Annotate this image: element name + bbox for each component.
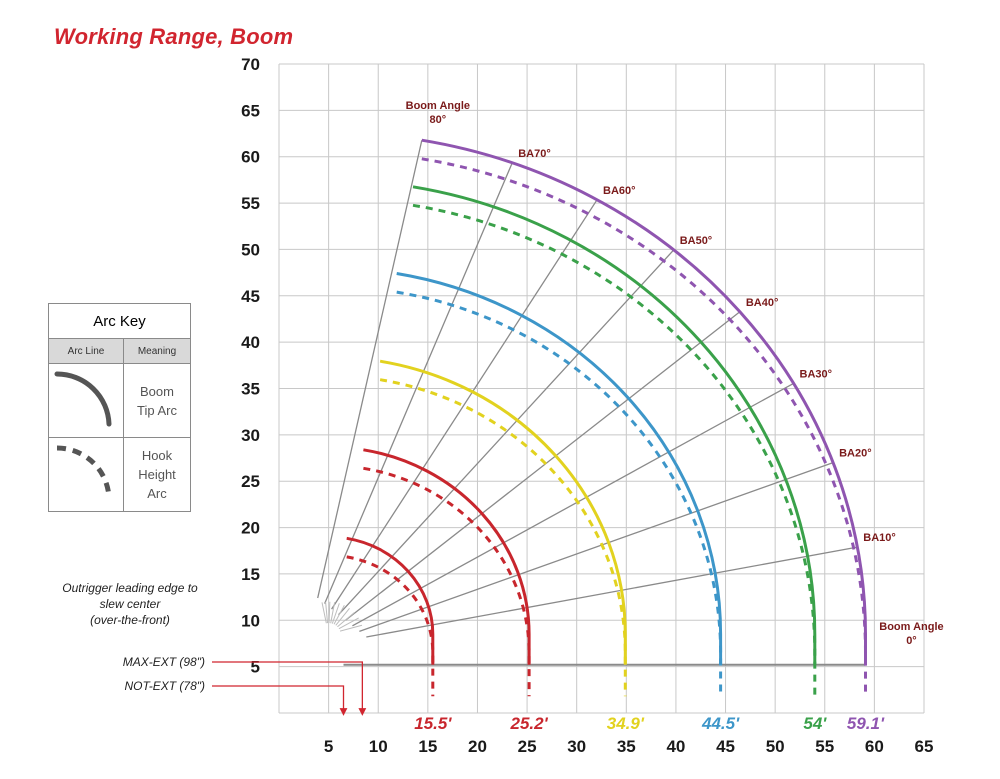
y-tick-label: 60 xyxy=(241,148,260,167)
boom-line-50 xyxy=(338,249,675,616)
reach-label-6: 59.1' xyxy=(847,714,885,733)
boom-angle-80-value: 80° xyxy=(430,114,447,126)
chart-title: Working Range, Boom xyxy=(54,24,294,49)
hook-height-arc-5 xyxy=(412,203,817,697)
x-tick-label: 25 xyxy=(518,737,537,756)
pivot-fan-line xyxy=(339,624,363,632)
pivot-fan-line xyxy=(335,607,350,626)
boom-line-10 xyxy=(366,546,858,638)
max-ext-label: MAX-EXT (98") xyxy=(123,655,205,669)
boom-angle-labels: Boom Angle 80° BA70° BA60° BA50° BA40° BA30° BA… xyxy=(406,100,944,647)
y-tick-label: 45 xyxy=(241,287,260,306)
boom-angle-80-label: Boom Angle xyxy=(406,100,470,112)
x-tick-label: 55 xyxy=(815,737,834,756)
boom-angle-0-value: 0° xyxy=(906,635,917,647)
hook-height-arc-3 xyxy=(379,378,627,697)
boom-tip-arc-3 xyxy=(379,359,627,665)
x-tick-label: 20 xyxy=(468,737,487,756)
boom-tip-arc-5 xyxy=(412,185,817,665)
grid xyxy=(278,63,925,714)
hook-height-arc-2 xyxy=(363,466,531,697)
outrigger-note-line: slew center xyxy=(100,597,162,611)
solid-arc-icon xyxy=(54,371,112,427)
boom-angle-label-10: BA10° xyxy=(863,532,896,544)
pivot-fan-line xyxy=(338,617,359,630)
y-tick-label: 20 xyxy=(241,519,260,538)
boom-tip-arc-6 xyxy=(421,138,867,665)
outrigger-note-line: (over-the-front) xyxy=(90,613,170,627)
hook-height-arc-swatch xyxy=(48,437,124,512)
pivot-fan-line xyxy=(330,602,336,624)
boom-angle-label-30: BA30° xyxy=(800,368,833,380)
y-tick-label: 70 xyxy=(241,55,260,74)
pivot-fan-line xyxy=(331,603,340,624)
reach-label-1: 15.5' xyxy=(414,714,452,733)
x-tick-label: 45 xyxy=(716,737,735,756)
x-tick-label: 15 xyxy=(418,737,437,756)
boom-angle-0-label: Boom Angle xyxy=(879,621,943,633)
arc-key: Arc Key Arc Line Meaning Boom Tip Arc Ho… xyxy=(48,303,191,512)
y-tick-label: 25 xyxy=(241,472,260,491)
arc-key-title: Arc Key xyxy=(48,303,191,339)
reach-label-4: 44.5' xyxy=(701,714,740,733)
pivot-fan-line xyxy=(325,601,329,624)
boom-line-20 xyxy=(359,462,834,633)
boom-angle-label-70: BA70° xyxy=(518,148,551,160)
x-tick-label: 10 xyxy=(369,737,388,756)
x-tick-label: 30 xyxy=(567,737,586,756)
pivot-fan-line xyxy=(328,601,331,624)
not-ext-arrow xyxy=(212,685,348,716)
reach-label-3: 34.9' xyxy=(607,714,645,733)
hook-height-arc-6 xyxy=(421,157,867,697)
y-tick-label: 55 xyxy=(241,194,260,213)
y-tick-label: 30 xyxy=(241,426,260,445)
y-tick-label: 65 xyxy=(241,101,260,120)
boom-angle-label-60: BA60° xyxy=(603,185,636,197)
boom-line-40 xyxy=(345,311,741,621)
arc-key-col-arc-line: Arc Line xyxy=(48,338,124,364)
boom-line-70 xyxy=(324,162,513,604)
boom-tip-arc-1 xyxy=(346,536,435,665)
boom-tip-arc-swatch xyxy=(48,363,124,438)
x-tick-label: 50 xyxy=(766,737,785,756)
boom-tip-arc-2 xyxy=(363,448,531,665)
max-ext-arrow xyxy=(212,661,367,716)
hook-height-arc-4 xyxy=(396,290,723,697)
x-tick-label: 5 xyxy=(324,737,333,756)
range-arcs xyxy=(346,138,867,697)
dashed-arc-icon xyxy=(56,445,112,499)
y-tick-label: 10 xyxy=(241,611,260,630)
hook-height-arc-label: Hook Height Arc xyxy=(123,437,191,512)
not-ext-label: NOT-EXT (78") xyxy=(125,679,206,693)
axis-ticks: 5 10 15 20 25 30 35 40 45 50 55 60 65 5 10 15 20 25 30 35 40… xyxy=(241,55,933,756)
boom-tip-arc-label: Boom Tip Arc xyxy=(123,363,191,438)
arc-key-col-meaning: Meaning xyxy=(123,338,191,364)
boom-line-80 xyxy=(317,140,423,599)
x-tick-label: 65 xyxy=(915,737,934,756)
pivot-fan-line xyxy=(321,602,327,624)
boom-tip-arc-4 xyxy=(396,272,723,665)
y-tick-label: 5 xyxy=(251,658,260,677)
y-tick-label: 40 xyxy=(241,333,260,352)
x-tick-label: 40 xyxy=(666,737,685,756)
reach-label-5: 54' xyxy=(803,714,827,733)
boom-angle-label-50: BA50° xyxy=(680,235,713,247)
boom-angle-lines xyxy=(317,140,866,666)
y-tick-label: 35 xyxy=(241,380,260,399)
outrigger-note-line: Outrigger leading edge to xyxy=(62,581,198,595)
boom-angle-label-20: BA20° xyxy=(839,448,872,460)
boom-angle-label-40: BA40° xyxy=(746,297,779,309)
boom-line-30 xyxy=(352,382,794,627)
x-tick-label: 35 xyxy=(617,737,636,756)
y-tick-label: 15 xyxy=(241,565,260,584)
y-tick-label: 50 xyxy=(241,240,260,259)
reach-label-2: 25.2' xyxy=(509,714,548,733)
outrigger-notes: Outrigger leading edge to slew center (ove… xyxy=(62,581,367,716)
x-tick-label: 60 xyxy=(865,737,884,756)
reach-labels: 15.5' 25.2' 34.9' 44.5' 54' 59.1' xyxy=(414,714,885,733)
pivot-fan-line xyxy=(333,605,345,625)
boom-line-60 xyxy=(331,199,598,610)
pivot-fan-line xyxy=(337,612,355,628)
